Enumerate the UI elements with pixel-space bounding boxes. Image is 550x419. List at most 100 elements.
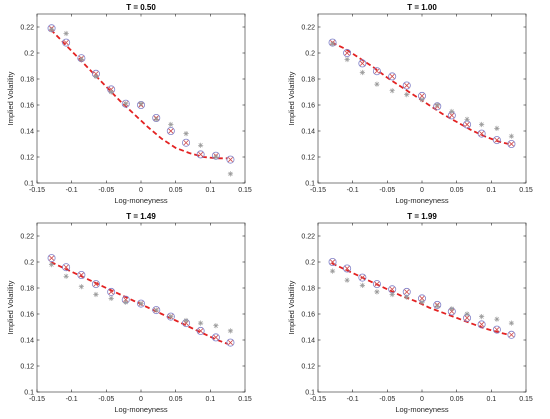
- circle-point: [402, 81, 411, 90]
- cross-point: [330, 259, 336, 265]
- x-tick-label: 0.05: [169, 396, 183, 403]
- cross-point: [344, 266, 350, 271]
- x-tick-label: -0.05: [379, 396, 395, 403]
- cross-point: [508, 141, 514, 147]
- star-point: [359, 69, 365, 76]
- star-point: [419, 299, 425, 305]
- x-tick-label: 0: [420, 396, 424, 403]
- circle-point: [372, 280, 381, 289]
- x-axis-label: Log-moneyness: [395, 405, 449, 414]
- star-point: [138, 301, 144, 307]
- y-tick-label: 0.14: [301, 337, 315, 344]
- cross-point: [374, 68, 380, 74]
- circle-point: [358, 59, 367, 68]
- star-point: [153, 116, 159, 122]
- circle-point: [492, 325, 501, 334]
- star-point: [123, 101, 129, 107]
- chart-title: T = 1.49: [126, 212, 156, 221]
- star-point: [63, 30, 69, 37]
- chart-panel-1: -0.15 -0.1 -0.05 0 0.05 0.1 0.15 0.1 0.12 0.14 0.1…: [6, 3, 252, 205]
- x-tick-label: 0.1: [205, 187, 215, 194]
- star-point: [449, 108, 455, 115]
- cross-point: [389, 286, 395, 292]
- star-point: [227, 171, 234, 177]
- star-point: [48, 262, 55, 268]
- circle-point: [328, 257, 337, 266]
- cross-point: [227, 157, 233, 163]
- cross-point: [479, 131, 485, 137]
- cross-point: [374, 281, 380, 287]
- x-tick-label: 0: [420, 187, 424, 194]
- circle-point: [226, 338, 235, 347]
- star-point: [138, 101, 144, 107]
- x-tick-label: 0.15: [519, 396, 533, 403]
- plot-area: [317, 222, 527, 393]
- x-tick-label: 0.05: [450, 396, 464, 403]
- y-tick-label: 0.2: [305, 50, 315, 57]
- star-point: [48, 27, 55, 33]
- cross-point: [183, 140, 189, 146]
- y-tick-label: 0.2: [305, 259, 315, 266]
- star-point: [198, 320, 204, 326]
- x-tick-label: 0.15: [238, 396, 252, 403]
- cross-point: [419, 295, 425, 301]
- y-tick-label: 0.22: [301, 24, 315, 31]
- y-axis-label: Implied Volatility: [287, 280, 296, 334]
- star-point: [464, 311, 470, 317]
- cross-point: [63, 264, 69, 270]
- cross-point: [404, 289, 410, 295]
- star-point: [168, 314, 174, 320]
- circle-point: [136, 299, 145, 308]
- star-point: [434, 303, 440, 309]
- cross-point: [227, 340, 233, 346]
- x-tick-label: 0.05: [450, 187, 464, 194]
- x-axis-label: Log-moneyness: [114, 196, 168, 205]
- star-point: [404, 92, 410, 98]
- circle-point: [166, 312, 175, 321]
- cross-point: [359, 60, 365, 66]
- circle-point: [226, 155, 235, 164]
- circle-point: [107, 287, 116, 296]
- star-point: [359, 282, 365, 288]
- star-point: [329, 41, 336, 47]
- star-point: [389, 88, 395, 94]
- star-point: [213, 154, 219, 160]
- cross-point: [344, 50, 350, 56]
- circle-point: [152, 306, 161, 315]
- circle-point: [358, 273, 367, 282]
- cross-point: [93, 281, 99, 287]
- y-tick-label: 0.22: [301, 233, 315, 240]
- cross-point: [464, 122, 470, 127]
- y-tick-label: 0.12: [20, 154, 34, 161]
- star-point: [78, 284, 84, 290]
- y-tick-label: 0.18: [301, 76, 315, 83]
- circle-point: [196, 326, 205, 335]
- star-point: [183, 317, 189, 324]
- cross-point: [494, 327, 500, 333]
- star-point: [108, 295, 114, 301]
- x-tick-label: -0.05: [379, 187, 395, 194]
- x-tick-label: -0.15: [29, 396, 45, 403]
- cross-point: [494, 137, 500, 143]
- chart-title: T = 0.50: [126, 3, 156, 12]
- y-tick-label: 0.2: [24, 259, 34, 266]
- circle-point: [507, 330, 516, 339]
- y-tick-label: 0.22: [20, 233, 34, 240]
- star-point: [419, 97, 425, 103]
- circle-point: [77, 270, 86, 279]
- star-point: [344, 56, 350, 63]
- star-point: [389, 291, 395, 298]
- y-tick-label: 0.12: [301, 154, 315, 161]
- star-point: [329, 268, 336, 274]
- cross-point: [63, 40, 69, 46]
- star-point: [153, 307, 159, 313]
- circle-point: [507, 139, 516, 148]
- y-tick-label: 0.14: [20, 128, 34, 135]
- circle-point: [343, 49, 352, 58]
- y-tick-label: 0.16: [20, 102, 34, 109]
- y-tick-label: 0.16: [20, 311, 34, 318]
- x-tick-label: -0.1: [347, 187, 359, 194]
- circle-point: [343, 264, 352, 273]
- x-tick-label: -0.15: [310, 187, 326, 194]
